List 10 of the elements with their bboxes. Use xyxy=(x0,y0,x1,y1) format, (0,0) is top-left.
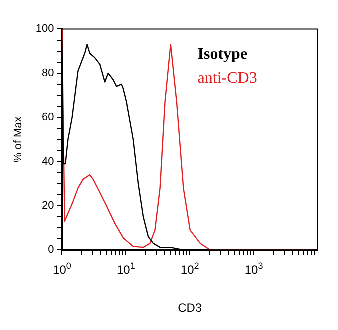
x-axis-title: CD3 xyxy=(178,301,202,316)
y-tick-label: 100 xyxy=(36,23,54,36)
y-axis-title: % of Max xyxy=(12,116,25,163)
y-tick-label: 0 xyxy=(48,244,54,256)
y-tick-label: 20 xyxy=(42,200,54,212)
text: Isotype xyxy=(198,46,248,64)
y-tick-label: 60 xyxy=(42,112,54,124)
series-label: anti-CD3 xyxy=(198,70,258,88)
y-tick-label: 40 xyxy=(42,156,54,168)
y-tick-label: 80 xyxy=(42,67,54,80)
